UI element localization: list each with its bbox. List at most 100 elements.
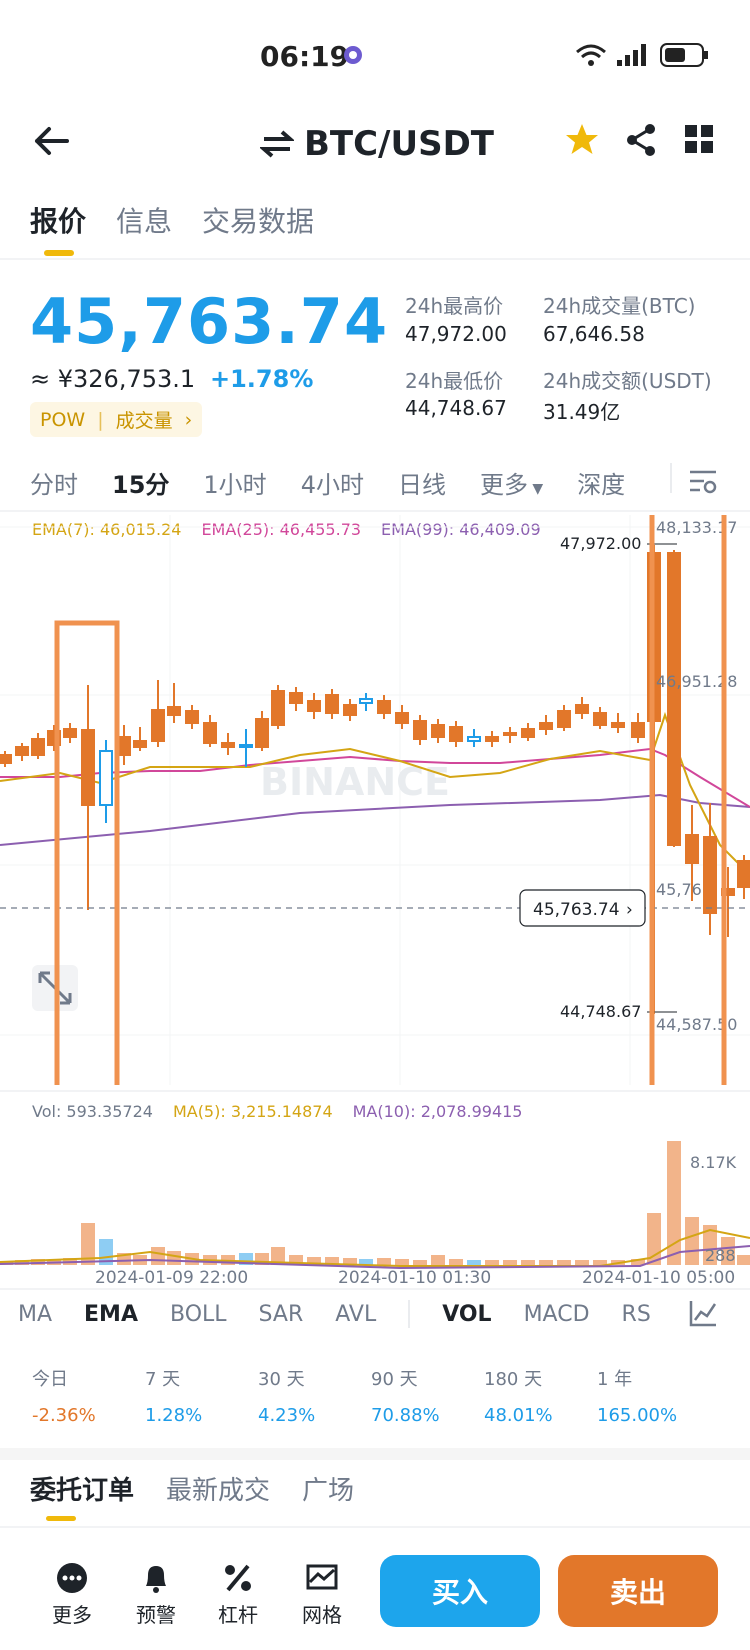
- high-label: 24h最高价: [405, 294, 504, 318]
- interval-1h[interactable]: 1小时: [203, 471, 267, 499]
- candle-body: [167, 706, 181, 716]
- volume-bar: [721, 1237, 735, 1265]
- perf-90d: 90 天 70.88%: [371, 1365, 484, 1426]
- indicator-ma[interactable]: MA: [18, 1301, 53, 1327]
- tab-info[interactable]: 信息: [116, 205, 173, 238]
- indicator-sar[interactable]: SAR: [258, 1301, 304, 1327]
- ema7-value: EMA(7): 46,015.24: [32, 520, 182, 539]
- candle-body: [359, 698, 373, 704]
- perf-label: 1 年: [597, 1369, 633, 1390]
- chart-settings-icon[interactable]: [688, 468, 718, 494]
- interval-4h[interactable]: 4小时: [300, 471, 364, 499]
- volume-bar: [631, 1259, 645, 1265]
- active-tab-indicator: [44, 250, 74, 256]
- highlight-box-right: [649, 515, 727, 1085]
- nav-more[interactable]: 更多: [42, 1562, 102, 1628]
- tab-trade-data[interactable]: 交易数据: [202, 205, 315, 238]
- interval-15m[interactable]: 15分: [112, 471, 170, 499]
- vol-max-label: 8.17K: [690, 1153, 737, 1172]
- swap-icon: [260, 130, 294, 158]
- candle-body: [467, 736, 481, 742]
- volume-bar: [359, 1259, 373, 1265]
- indicator-rsi[interactable]: RS: [621, 1301, 651, 1327]
- interval-more[interactable]: 更多 ▼: [480, 465, 543, 500]
- indicator-ema[interactable]: EMA: [84, 1301, 138, 1327]
- back-arrow-icon[interactable]: [34, 126, 70, 156]
- x-tick: 2024-01-10 01:30: [338, 1268, 491, 1288]
- last-price-box[interactable]: [519, 889, 646, 927]
- vol-usdt-label: 24h成交额(USDT): [543, 369, 712, 393]
- vol-ma10-line: [0, 1245, 750, 1270]
- nav-grid[interactable]: 网格: [292, 1562, 352, 1628]
- nav-more-label: 更多: [52, 1603, 92, 1627]
- candle-body: [593, 712, 607, 726]
- pair-title[interactable]: BTC/USDT: [260, 124, 494, 164]
- nav-alert[interactable]: 预警: [126, 1562, 186, 1628]
- candle-body: [539, 722, 553, 730]
- volume-bar: [431, 1255, 445, 1265]
- candle-body: [255, 718, 269, 748]
- volume-bar: [575, 1260, 589, 1265]
- more-dots-icon: [57, 1563, 87, 1593]
- candle-body: [631, 722, 645, 738]
- vol-ma5: MA(5): 3,215.14874: [172, 1102, 333, 1121]
- indicator-avl[interactable]: AVL: [335, 1301, 377, 1327]
- interval-depth[interactable]: 深度: [577, 471, 626, 499]
- nav-margin[interactable]: 杠杆: [208, 1562, 268, 1628]
- interval-timeshare[interactable]: 分时: [30, 471, 78, 499]
- status-bar: 06:19: [0, 30, 750, 80]
- candle-body: [431, 724, 445, 738]
- axis-min-label: 44,587.50: [656, 1015, 737, 1034]
- perf-label: 30 天: [258, 1369, 305, 1390]
- interval-tabs: 分时 15分 1小时 4小时 日线 更多 ▼ 深度: [30, 465, 625, 500]
- last-price-box-label: 45,763.74: [533, 900, 620, 920]
- indicator-boll[interactable]: BOLL: [169, 1301, 227, 1327]
- interval-more-label: 更多: [479, 471, 528, 499]
- tab-square[interactable]: 广场: [302, 1476, 355, 1506]
- interval-1d[interactable]: 日线: [397, 471, 446, 499]
- last-price: 45,763.74: [30, 285, 389, 358]
- star-favorite-icon[interactable]: [564, 122, 600, 158]
- volume-bar: [151, 1247, 165, 1265]
- volume-bar: [467, 1260, 481, 1265]
- perf-value: 1.28%: [145, 1405, 203, 1426]
- volume-bar: [667, 1141, 681, 1265]
- share-icon[interactable]: [624, 122, 658, 158]
- candle-body: [343, 704, 357, 716]
- candle-body: [151, 709, 165, 742]
- cellular-signal-icon: [617, 44, 646, 66]
- divider: [0, 1526, 750, 1528]
- volume-bar: [557, 1260, 571, 1265]
- chevron-right-icon: ›: [626, 900, 633, 920]
- volume-bar: [737, 1255, 750, 1265]
- indicator-settings-icon[interactable]: [688, 1298, 718, 1328]
- candle-body: [289, 692, 303, 704]
- volume-bar: [593, 1260, 607, 1265]
- tab-quote[interactable]: 报价: [30, 205, 87, 238]
- candlestick-chart[interactable]: BINANCE 45,763.74 › 47,972.00 44,748.67 …: [0, 515, 750, 1085]
- sell-button[interactable]: 卖出: [558, 1555, 718, 1627]
- watermark: BINANCE: [260, 760, 450, 804]
- section-divider: [0, 1448, 750, 1460]
- divider: [0, 1288, 750, 1290]
- indicator-macd[interactable]: MACD: [523, 1301, 590, 1327]
- tab-latest-trades[interactable]: 最新成交: [166, 1476, 271, 1506]
- perf-label: 90 天: [371, 1369, 418, 1390]
- volume-bar: [685, 1217, 699, 1265]
- divider: [0, 1090, 750, 1092]
- perf-label: 今日: [32, 1369, 68, 1390]
- grid-menu-icon[interactable]: [684, 124, 714, 154]
- main-tabs: 报价 信息 交易数据: [30, 200, 314, 240]
- candle-body: [413, 720, 427, 740]
- buy-button[interactable]: 买入: [380, 1555, 540, 1627]
- divider: [0, 258, 750, 260]
- nav-margin-label: 杠杆: [218, 1603, 258, 1627]
- tab-open-orders[interactable]: 委托订单: [30, 1476, 135, 1506]
- tag-separator: |: [97, 408, 104, 431]
- volume-bar: [413, 1260, 427, 1265]
- perf-label: 180 天: [484, 1369, 543, 1390]
- candle-body: [667, 552, 681, 846]
- volume-bar: [343, 1258, 357, 1265]
- pow-tag[interactable]: POW | 成交量 ›: [30, 402, 203, 437]
- indicator-vol[interactable]: VOL: [442, 1301, 492, 1327]
